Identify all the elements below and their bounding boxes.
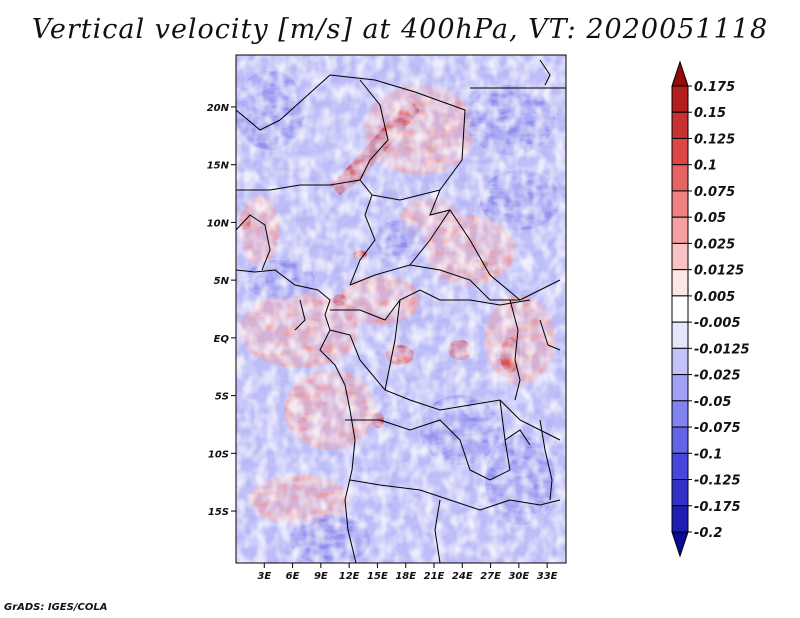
- velocity-field: [236, 55, 566, 563]
- lon-label: 33E: [537, 571, 558, 582]
- lon-label: 12E: [339, 571, 360, 582]
- lat-label: 20N: [207, 103, 230, 114]
- chart-title: Vertical velocity [m/s] at 400hPa, VT: 2…: [31, 14, 769, 45]
- map-frame: [235, 54, 567, 564]
- colorbar-label: 0.05: [694, 211, 726, 226]
- latitude-axis: 20N 15N 10N 5N EQ 5S 10S 15S: [207, 103, 236, 518]
- colorbar-label: -0.0125: [694, 342, 750, 357]
- lon-label: 9E: [314, 571, 328, 582]
- colorbar-top-triangle: [671, 60, 689, 87]
- colorbar-label: -0.175: [694, 500, 741, 515]
- lat-label: 10N: [207, 218, 230, 229]
- colorbar-label: 0.025: [694, 237, 735, 252]
- lon-label: 30E: [508, 571, 529, 582]
- colorbar-box: [671, 190, 689, 218]
- colorbar-box: [671, 137, 689, 166]
- colorbar-box: [671, 505, 689, 533]
- colorbar-box: [671, 347, 689, 376]
- longitude-axis: 3E 6E 9E 12E 15E 18E 21E 24E 27E 30E 33E: [257, 563, 558, 582]
- colorbar-label: 0.125: [694, 132, 735, 147]
- colorbar-label: -0.05: [694, 395, 731, 410]
- colorbar-label: 0.075: [694, 185, 735, 200]
- colorbar-label: -0.2: [694, 526, 722, 541]
- colorbar-label: -0.075: [694, 421, 741, 436]
- lat-label: 5S: [215, 392, 229, 403]
- lon-label: 3E: [257, 571, 271, 582]
- colorbar-box: [671, 400, 689, 428]
- colorbar-label: 0.15: [694, 106, 726, 121]
- colorbar-label: 0.0125: [694, 264, 744, 279]
- lat-label: 15N: [207, 161, 230, 172]
- colorbar-box: [671, 452, 689, 481]
- colorbar-box: [671, 85, 689, 113]
- lat-label: 10S: [208, 449, 229, 460]
- colorbar-box: [671, 321, 689, 349]
- colorbar-box: [671, 269, 689, 297]
- colorbar: 0.175 0.15 0.125 0.1 0.075 0.05 0.025 0.0125 0.0…: [671, 60, 750, 558]
- lon-label: 6E: [286, 571, 300, 582]
- colorbar-label: 0.175: [694, 80, 735, 95]
- credit-text: GrADS: IGES/COLA: [4, 602, 108, 613]
- colorbar-box: [671, 426, 689, 454]
- colorbar-box: [671, 242, 689, 271]
- colorbar-box: [671, 479, 689, 507]
- lat-label: 5N: [214, 276, 230, 287]
- colorbar-label: 0.1: [694, 159, 717, 174]
- colorbar-box: [671, 164, 689, 192]
- colorbar-label: -0.025: [694, 369, 741, 384]
- colorbar-bottom-triangle: [671, 531, 689, 558]
- lon-label: 27E: [480, 571, 501, 582]
- colorbar-box: [671, 216, 689, 244]
- colorbar-label: -0.125: [694, 474, 741, 489]
- colorbar-label: -0.1: [694, 447, 722, 462]
- lon-label: 21E: [424, 571, 445, 582]
- country-borders: [236, 59, 566, 563]
- colorbar-box: [671, 295, 689, 323]
- colorbar-box: [671, 374, 689, 402]
- lon-label: 24E: [452, 571, 473, 582]
- lat-label: EQ: [214, 334, 230, 345]
- lat-label: 15S: [208, 507, 229, 518]
- lon-label: 18E: [395, 571, 416, 582]
- lon-label: 15E: [367, 571, 388, 582]
- colorbar-label: 0.005: [694, 290, 735, 305]
- colorbar-label: -0.005: [694, 316, 741, 331]
- colorbar-box: [671, 111, 689, 139]
